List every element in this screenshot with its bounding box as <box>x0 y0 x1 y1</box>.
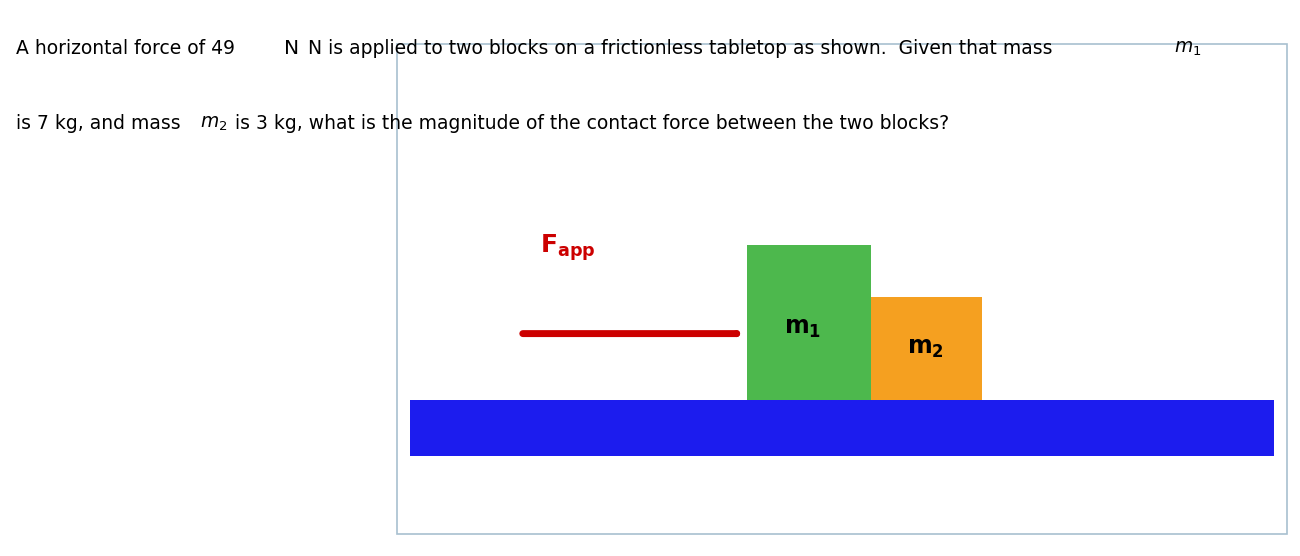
Text: A horizontal force of 49: A horizontal force of 49 <box>16 39 240 58</box>
FancyBboxPatch shape <box>396 44 1287 534</box>
Text: $m_1$: $m_1$ <box>1174 39 1201 58</box>
Text: $\mathbf{m_1}$: $\mathbf{m_1}$ <box>784 316 822 340</box>
Text: $\mathbf{m_2}$: $\mathbf{m_2}$ <box>907 335 944 360</box>
Text: is 3 kg, what is the magnitude of the contact force between the two blocks?: is 3 kg, what is the magnitude of the co… <box>229 114 949 133</box>
Text: $\mathbf{F}_{\mathbf{app}}$: $\mathbf{F}_{\mathbf{app}}$ <box>540 232 595 263</box>
Bar <box>410 400 1274 456</box>
Bar <box>871 297 982 400</box>
Bar <box>747 245 871 400</box>
Text: N is applied to two blocks on a frictionless tabletop as shown.  Given that mass: N is applied to two blocks on a friction… <box>302 39 1058 58</box>
Text: $m_2$: $m_2$ <box>200 114 227 133</box>
Text: is 7 kg, and mass: is 7 kg, and mass <box>16 114 186 133</box>
Text: $\mathbf{\mathrm{N}}$: $\mathbf{\mathrm{N}}$ <box>283 39 299 58</box>
